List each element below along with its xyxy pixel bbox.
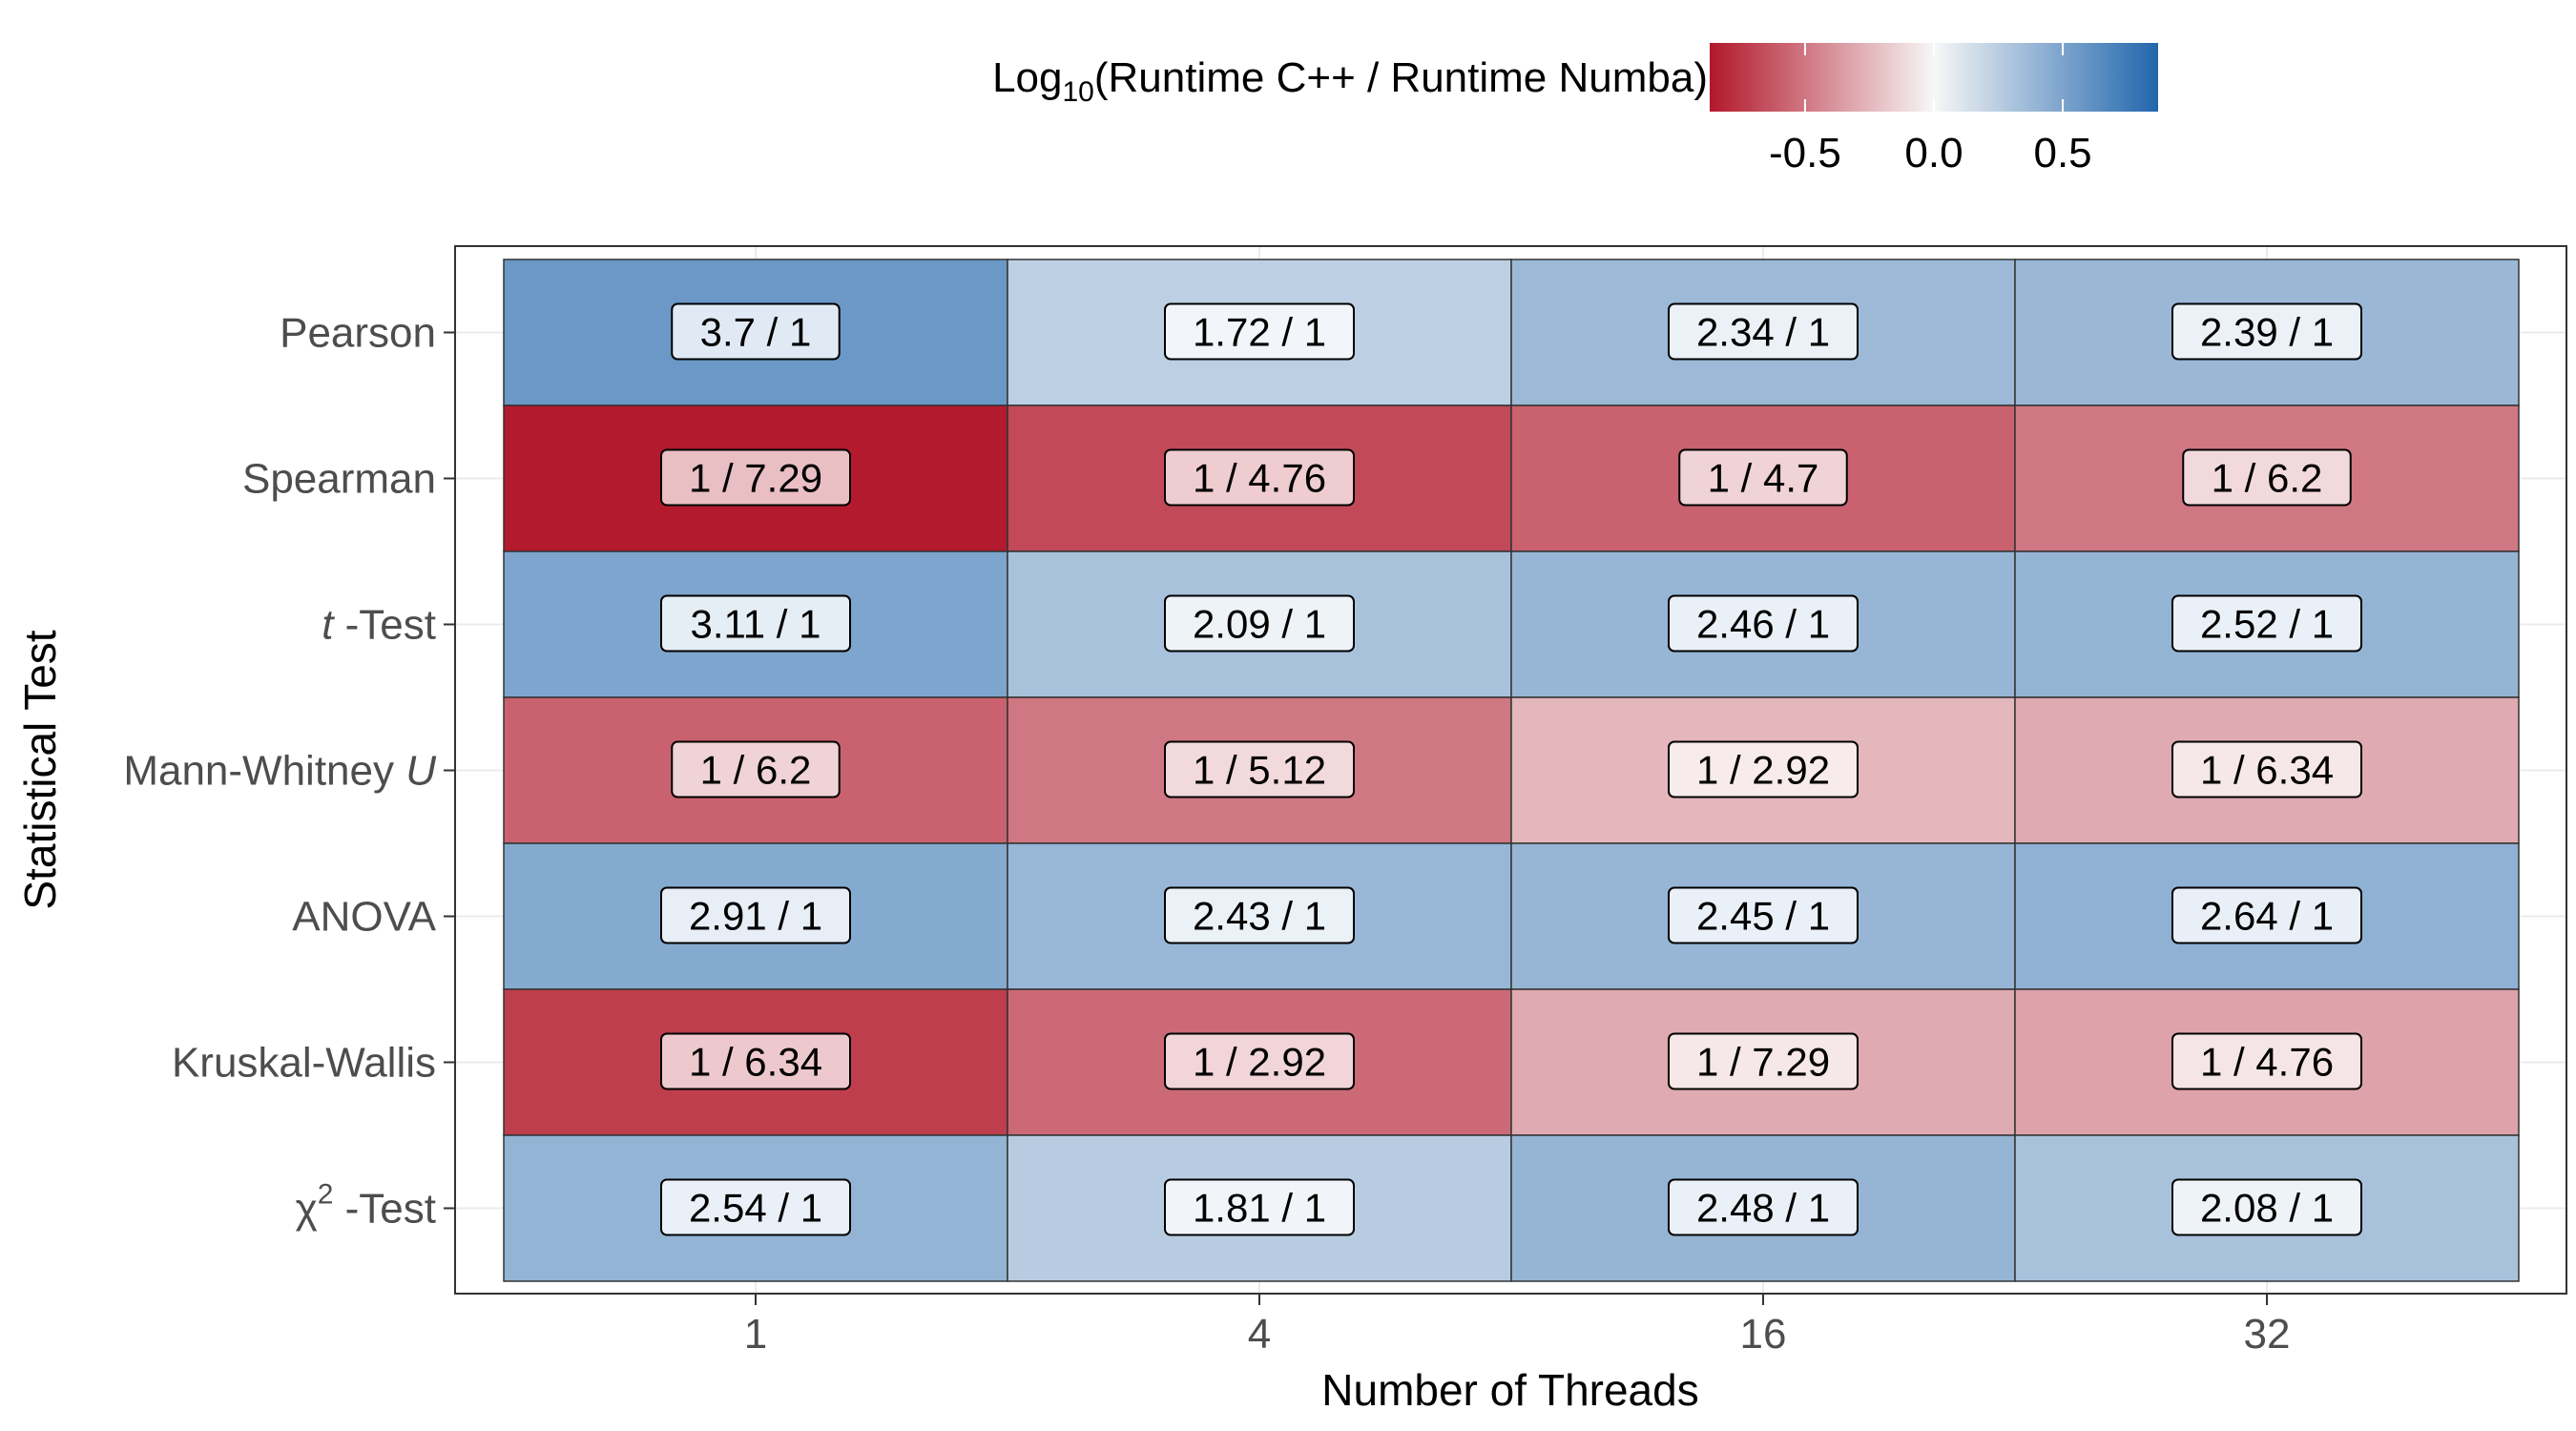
- cell-label: 3.11 / 1: [691, 602, 821, 647]
- cell-label: 1 / 2.92: [1193, 1040, 1326, 1085]
- y-tick-label: Pearson: [280, 310, 436, 357]
- cell-label: 1 / 6.34: [689, 1040, 822, 1085]
- cell-label-box: [660, 594, 851, 653]
- legend: Log10(Runtime C++ / Runtime Numba) -0.5 0…: [992, 43, 2158, 176]
- x-tick-label: 4: [1248, 1311, 1271, 1358]
- heatmap-cells: 3.7 / 1 1.72 / 1 2.34 / 1 2.39 / 1 1 / 7.29 1…: [503, 259, 2520, 1282]
- cell-label: 1 / 7.29: [1696, 1040, 1830, 1085]
- cell-label-box: [1164, 1178, 1355, 1236]
- cell-label-box: [660, 886, 851, 944]
- x-tick-label: 1: [744, 1311, 767, 1358]
- cell-label-box: [1668, 740, 1859, 798]
- legend-title-prefix: Log: [992, 54, 1062, 101]
- cell-label-box: [1164, 302, 1355, 361]
- cell-label-box: [1678, 448, 1848, 507]
- x-tick-label: 32: [2244, 1311, 2291, 1358]
- legend-title: Log10(Runtime C++ / Runtime Numba): [992, 54, 1708, 108]
- plot-panel: 3.7 / 1 1.72 / 1 2.34 / 1 2.39 / 1 1 / 7.29 1…: [454, 245, 2567, 1295]
- x-axis-title: Number of Threads: [1321, 1365, 1698, 1415]
- cell-label: 1 / 6.34: [2200, 748, 2334, 793]
- cell-label: 1.72 / 1: [1193, 310, 1326, 355]
- cell-label: 1.81 / 1: [1193, 1186, 1326, 1231]
- y-tick-label: t -Test: [322, 602, 436, 649]
- cell-label-box: [660, 448, 851, 507]
- cell-label-box: [1164, 594, 1355, 653]
- cell-label: 2.09 / 1: [1193, 602, 1326, 647]
- cell-label: 1 / 4.7: [1708, 456, 1819, 501]
- legend-tick-label: 0.0: [1904, 130, 1963, 176]
- cell-label: 2.46 / 1: [1696, 602, 1830, 647]
- cell-label-box: [2171, 594, 2362, 653]
- cell-label-box: [2171, 740, 2362, 798]
- cell-label: 2.48 / 1: [1696, 1186, 1830, 1231]
- cell-label: 2.64 / 1: [2200, 894, 2334, 939]
- cell-label: 2.39 / 1: [2200, 310, 2334, 355]
- legend-tick-label: -0.5: [1769, 130, 1841, 176]
- cell-label: 1 / 2.92: [1696, 748, 1830, 793]
- y-tick-label: Spearman: [242, 456, 436, 503]
- cell-label-box: [2182, 448, 2352, 507]
- y-tick-label: Mann-Whitney U: [123, 748, 436, 795]
- cell-label: 2.91 / 1: [689, 894, 822, 939]
- cell-label-box: [1668, 594, 1859, 653]
- cell-label-box: [1668, 886, 1859, 944]
- cell-label-box: [1164, 886, 1355, 944]
- cell-label: 1 / 4.76: [2200, 1040, 2334, 1085]
- cell-label-box: [671, 740, 841, 798]
- cell-label-box: [2171, 886, 2362, 944]
- cell-label-box: [660, 1032, 851, 1090]
- cell-label-box: [660, 1178, 851, 1236]
- y-axis: Pearson Spearman t -Test Mann-Whitney U ANOV…: [123, 310, 455, 1233]
- cell-label: 1 / 4.76: [1193, 456, 1326, 501]
- cell-label-box: [2171, 1178, 2362, 1236]
- cell-label-box: [2171, 1032, 2362, 1090]
- cell-label: 2.54 / 1: [689, 1186, 822, 1231]
- cell-label: 2.52 / 1: [2200, 602, 2334, 647]
- cell-label-box: [1668, 1178, 1859, 1236]
- x-tick-label: 16: [1740, 1311, 1787, 1358]
- legend-ticks: -0.5 0.0 0.5: [1769, 43, 2092, 176]
- cell-label: 2.08 / 1: [2200, 1186, 2334, 1231]
- cell-label: 2.45 / 1: [1696, 894, 1830, 939]
- cell-label: 1 / 6.2: [700, 748, 812, 793]
- cell-label: 2.43 / 1: [1193, 894, 1326, 939]
- cell-label-box: [1668, 1032, 1859, 1090]
- y-tick-label: ANOVA: [292, 894, 436, 941]
- cell-label-box: [1668, 302, 1859, 361]
- cell-label: 1 / 7.29: [689, 456, 822, 501]
- y-tick-label: Kruskal-Wallis: [172, 1040, 436, 1087]
- cell-label-box: [671, 302, 841, 361]
- cell-label-box: [2171, 302, 2362, 361]
- cell-label: 3.7 / 1: [700, 310, 812, 355]
- y-tick-label: χ2 -Test: [296, 1179, 436, 1233]
- cell-label: 1 / 5.12: [1193, 748, 1326, 793]
- cell-label-box: [1164, 1032, 1355, 1090]
- legend-title-suffix: (Runtime C++ / Runtime Numba): [1094, 54, 1708, 101]
- cell-label: 1 / 6.2: [2212, 456, 2323, 501]
- cell-label: 2.34 / 1: [1696, 310, 1830, 355]
- y-axis-title: Statistical Test: [15, 630, 65, 909]
- cell-label-box: [1164, 448, 1355, 507]
- legend-tick-label: 0.5: [2033, 130, 2091, 176]
- x-axis: 1 4 16 32: [744, 1294, 2291, 1358]
- cell-label-box: [1164, 740, 1355, 798]
- legend-title-subscript: 10: [1063, 76, 1094, 108]
